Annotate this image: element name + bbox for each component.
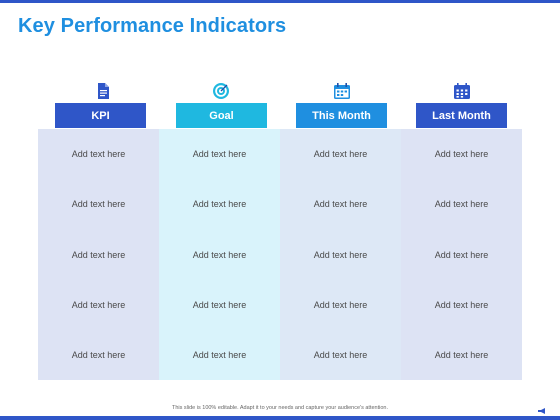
cell-r3-last-month: Add text here [434, 250, 489, 260]
column-background-last-month [401, 129, 522, 380]
header-goal: Goal [176, 103, 267, 128]
target-icon [213, 83, 229, 99]
cell-r5-goal: Add text here [192, 350, 247, 360]
cell-r1-kpi: Add text here [71, 149, 126, 159]
cell-r1-this-month: Add text here [313, 149, 368, 159]
header-last-month: Last Month [416, 103, 507, 128]
header-this-month: This Month [296, 103, 387, 128]
cell-r1-last-month: Add text here [434, 149, 489, 159]
calendar-grid-icon [454, 83, 470, 99]
cell-r4-goal: Add text here [192, 300, 247, 310]
cell-r4-this-month: Add text here [313, 300, 368, 310]
slide-title: Key Performance Indicators [18, 15, 287, 37]
cell-r2-last-month: Add text here [434, 199, 489, 209]
cell-r2-this-month: Add text here [313, 199, 368, 209]
cell-r4-last-month: Add text here [434, 300, 489, 310]
top-accent-bar [0, 0, 560, 3]
cell-r3-this-month: Add text here [313, 250, 368, 260]
footer-note: This slide is 100% editable. Adapt it to… [172, 405, 388, 411]
cell-r3-kpi: Add text here [71, 250, 126, 260]
document-icon [98, 83, 109, 99]
column-background-goal [159, 129, 280, 380]
calendar-icon [334, 83, 350, 99]
column-background-kpi [38, 129, 159, 380]
cell-r5-kpi: Add text here [71, 350, 126, 360]
cell-r2-goal: Add text here [192, 199, 247, 209]
cell-r5-last-month: Add text here [434, 350, 489, 360]
header-kpi: KPI [55, 103, 146, 128]
cell-r1-goal: Add text here [192, 149, 247, 159]
megaphone-icon [538, 408, 545, 414]
bottom-accent-bar [0, 416, 560, 420]
column-background-this-month [280, 129, 401, 380]
cell-r5-this-month: Add text here [313, 350, 368, 360]
cell-r3-goal: Add text here [192, 250, 247, 260]
cell-r4-kpi: Add text here [71, 300, 126, 310]
cell-r2-kpi: Add text here [71, 199, 126, 209]
